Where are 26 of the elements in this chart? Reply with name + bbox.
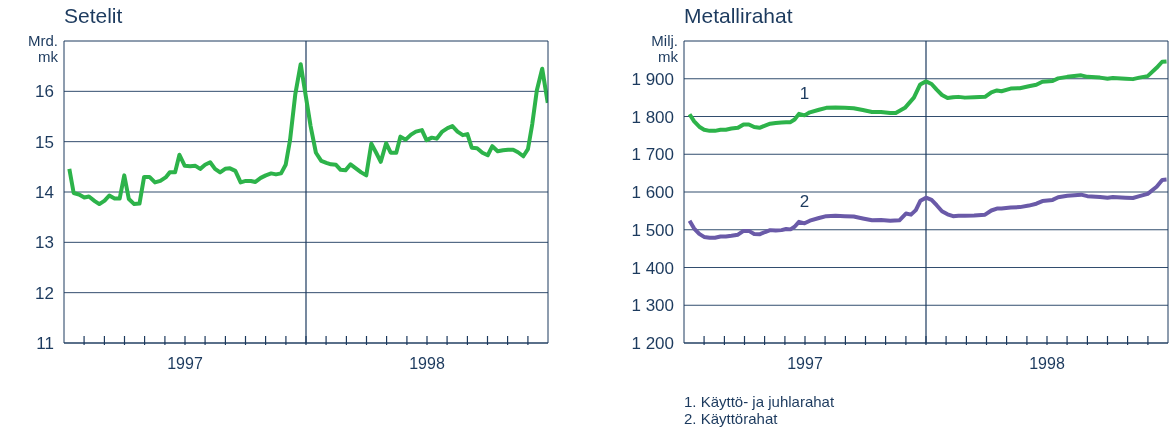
y-tick-label: 1 800: [631, 107, 674, 127]
chart-title: Setelit: [64, 4, 123, 28]
y-tick-label: 12: [35, 283, 54, 303]
y-tick-label: 1 500: [631, 220, 674, 240]
y-tick-label: 1 400: [631, 258, 674, 278]
series-label: 1: [799, 84, 810, 104]
x-tick-label: 1998: [409, 355, 445, 372]
y-tick-label: 1 300: [631, 296, 674, 316]
x-tick-label: 1997: [167, 355, 203, 372]
y-tick-label: 14: [35, 183, 54, 203]
y-tick-label: 1 600: [631, 183, 674, 203]
y-tick-label: 16: [35, 82, 54, 102]
y-tick-label: 13: [35, 233, 54, 253]
text: 2. Käyttörahat: [684, 410, 779, 427]
y-tick-label: 1 900: [631, 69, 674, 89]
y-axis-title: Milj. mk: [650, 32, 678, 65]
x-tick-label: 1998: [1029, 355, 1065, 372]
series-label: 2: [799, 192, 810, 212]
y-tick-label: 1 700: [631, 145, 674, 165]
x-tick-label: 1997: [787, 355, 823, 372]
text: 1. Käyttö- ja juhlarahat: [684, 393, 835, 410]
chart-title: Metallirahat: [684, 4, 793, 28]
y-tick-label: 11: [36, 334, 54, 354]
y-tick-label: 15: [35, 132, 54, 152]
y-axis-title: Mrd. mk: [27, 32, 58, 65]
y-tick-label: 1 200: [631, 334, 674, 354]
